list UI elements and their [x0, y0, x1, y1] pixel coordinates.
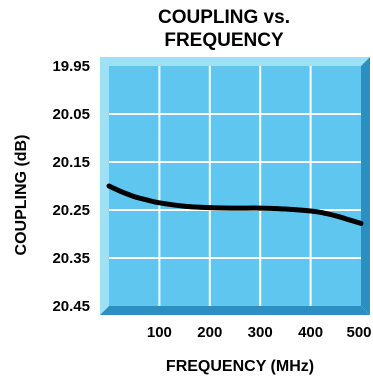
- y-tick-labels: 19.95 20.05 20.15 20.25 20.35 20.45: [52, 58, 90, 315]
- frame-bevel-left: [100, 57, 109, 315]
- x-tick-label: 400: [298, 324, 323, 341]
- y-tick-label: 19.95: [52, 58, 90, 75]
- y-tick-label: 20.45: [52, 298, 90, 315]
- coupling-series-line: [106, 183, 364, 226]
- x-tick-label: 100: [147, 324, 172, 341]
- chart-title-line-1: COUPLING vs.: [158, 7, 290, 28]
- x-tick-label: 300: [248, 324, 273, 341]
- y-tick-label: 20.05: [52, 106, 90, 123]
- x-axis-label: FREQUENCY (MHz): [166, 358, 314, 375]
- x-tick-label: 200: [197, 324, 222, 341]
- frame-bevel-right: [361, 57, 370, 315]
- x-tick-labels: 100 200 300 400 500: [147, 324, 372, 341]
- y-axis-label: COUPLING (dB): [13, 135, 30, 256]
- y-tick-label: 20.25: [52, 202, 90, 219]
- y-tick-label: 20.15: [52, 154, 90, 171]
- frame-bevel-bottom: [100, 306, 370, 315]
- x-tick-label: 500: [346, 324, 371, 341]
- series-layer: [106, 183, 364, 226]
- chart-title-line-2: FREQUENCY: [164, 30, 284, 51]
- plot-area: [109, 66, 361, 306]
- frame-bevel-top: [100, 57, 370, 66]
- y-tick-label: 20.35: [52, 250, 90, 267]
